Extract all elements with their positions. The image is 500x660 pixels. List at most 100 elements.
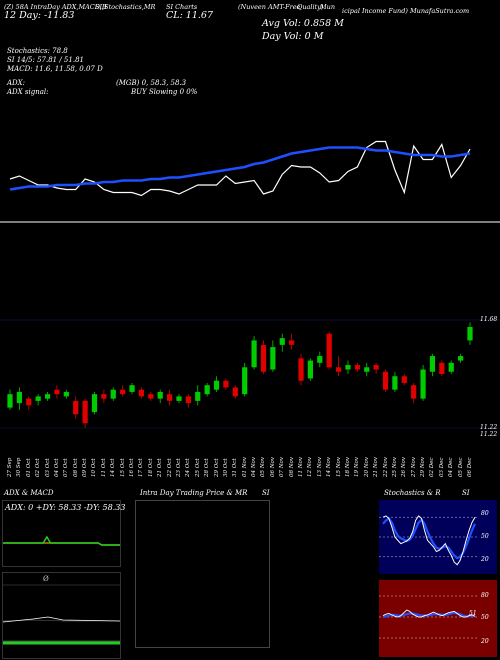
rsi-tick-20: 20 — [481, 638, 489, 645]
date-label: 18 Oct — [147, 458, 154, 477]
candle-body — [467, 326, 473, 341]
rsi-signal-line — [382, 611, 475, 619]
candle-body — [73, 400, 79, 415]
candle-body — [63, 391, 69, 397]
candle-body — [101, 394, 107, 399]
date-label: 13 Nov — [316, 457, 323, 477]
date-label: 03 Oct — [44, 458, 51, 477]
stoch-panel-title: Stochastics & R — [384, 489, 441, 497]
candle-body — [82, 400, 88, 424]
date-label: 04 Nov — [251, 457, 258, 477]
date-label: 02 Dec — [429, 457, 436, 478]
date-label: 14 Oct — [110, 458, 117, 477]
candle-body — [176, 396, 182, 401]
intraday-panel — [135, 500, 270, 648]
stoch-tick-20: 20 — [481, 556, 489, 563]
candle-body — [354, 365, 360, 370]
header-title-a: (Z) 58A IntraDay ADX,MACD,B — [4, 3, 107, 11]
date-label: 23 Oct — [175, 458, 182, 477]
candle-body — [138, 389, 145, 397]
rsi-panel: 80 50 20 51 — [379, 580, 497, 657]
header-close: CL: 11.67 — [166, 10, 213, 21]
date-label: 30 Sep — [16, 457, 23, 477]
date-label: 03 Dec — [438, 457, 445, 478]
si-moving-average — [9, 146, 471, 191]
date-label: 25 Oct — [194, 458, 201, 477]
date-label: 16 Oct — [129, 458, 136, 477]
macd-zero-label: Ø — [43, 575, 49, 583]
date-label: 05 Dec — [457, 457, 464, 478]
candle-body — [157, 391, 163, 399]
header-price: 12 Day: -11.83 — [4, 10, 75, 21]
candle-body — [420, 369, 426, 399]
candle-body — [91, 394, 98, 413]
candle-body — [166, 394, 173, 401]
candle-body — [44, 394, 51, 399]
candle-body — [270, 347, 276, 370]
candle-body — [223, 380, 229, 388]
candle-body — [458, 356, 464, 361]
adx-readout-values: (MGB) 0, 58.3, 58.3 — [116, 79, 187, 87]
intraday-panel-title: Intra Day Trading Price & MR — [140, 489, 248, 497]
candle-body — [335, 367, 342, 372]
date-label: 20 Nov — [363, 457, 370, 477]
date-label: 21 Nov — [373, 457, 380, 477]
date-label: 31 Oct — [232, 458, 239, 477]
rsi-tick-50: 50 — [481, 614, 489, 621]
candle-body — [345, 365, 351, 370]
stoch-k-line — [382, 515, 476, 566]
header-title-e: Quality) — [297, 3, 324, 11]
date-label: 18 Nov — [344, 457, 351, 477]
candle-body — [148, 394, 154, 399]
date-label: 10 Oct — [91, 458, 98, 477]
date-label: 26 Nov — [401, 457, 408, 477]
candle-body — [251, 340, 257, 368]
candle-body — [373, 365, 379, 370]
adx-readout-label: ADX: — [7, 79, 26, 87]
date-label: 19 Nov — [354, 457, 361, 477]
candle-body — [448, 362, 454, 372]
header-title-g: icipal Income Fund) MunafaSutra.com — [342, 7, 470, 15]
date-label: 14 Nov — [326, 457, 333, 477]
candle-body — [129, 385, 135, 392]
candle-body — [54, 389, 60, 395]
si-readout: SI 14/5: 57.81 / 51.81 — [7, 56, 84, 64]
date-label: 17 Oct — [138, 458, 145, 477]
intraday-panel-si: SI — [262, 489, 270, 497]
candle-body — [120, 389, 126, 395]
candle-body — [298, 358, 304, 381]
stochastics-panel: 80 50 20 — [379, 500, 497, 574]
header-title-b: SI,Stochastics,MR — [95, 3, 156, 11]
date-label: 06 Nov — [269, 457, 276, 477]
candle-axis-bottom-1: 11.22 — [480, 424, 498, 431]
date-label: 07 Oct — [63, 458, 70, 477]
adx-panel-readout: ADX: 0 +DY: 58.33 -DY: 58.33 — [5, 503, 126, 512]
macd-readout: MACD: 11.6, 11.58, 0.07 D — [7, 65, 103, 73]
date-label: 22 Oct — [166, 458, 173, 477]
candle-body — [392, 376, 398, 390]
candle-body — [279, 338, 285, 345]
main-price-chart — [0, 140, 500, 429]
date-label: 21 Oct — [157, 458, 164, 477]
candle-body — [429, 356, 436, 372]
date-label: 11 Oct — [100, 458, 107, 477]
adx-panel-title: ADX & MACD — [4, 489, 54, 497]
candle-body — [204, 385, 210, 395]
adx-signal-label: ADX signal: — [7, 88, 49, 96]
date-label: 07 Nov — [279, 457, 286, 477]
date-label: 02 Oct — [35, 458, 42, 477]
candle-body — [35, 396, 41, 401]
rsi-current: 51 — [469, 610, 477, 617]
stoch-tick-80: 80 — [481, 510, 489, 517]
rsi-tick-80: 80 — [481, 592, 489, 599]
candle-axis-bottom-2: 11.22 — [480, 431, 498, 438]
plus-di-line — [3, 535, 120, 546]
date-label: 01 Nov — [241, 457, 248, 477]
candle-body — [307, 360, 314, 379]
stoch-d-line — [382, 516, 477, 560]
rsi-plot — [379, 595, 479, 639]
header-title-f: Mun — [320, 3, 336, 11]
date-label: 05 Nov — [260, 457, 267, 477]
candle-body — [260, 344, 267, 372]
candle-body — [411, 385, 417, 399]
